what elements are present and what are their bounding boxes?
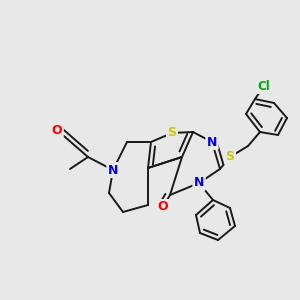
- Text: S: S: [167, 127, 176, 140]
- Text: N: N: [207, 136, 217, 148]
- Text: O: O: [158, 200, 168, 214]
- Text: N: N: [194, 176, 204, 190]
- Text: S: S: [226, 151, 235, 164]
- Text: O: O: [52, 124, 62, 136]
- Text: Cl: Cl: [258, 80, 270, 92]
- Text: N: N: [108, 164, 118, 176]
